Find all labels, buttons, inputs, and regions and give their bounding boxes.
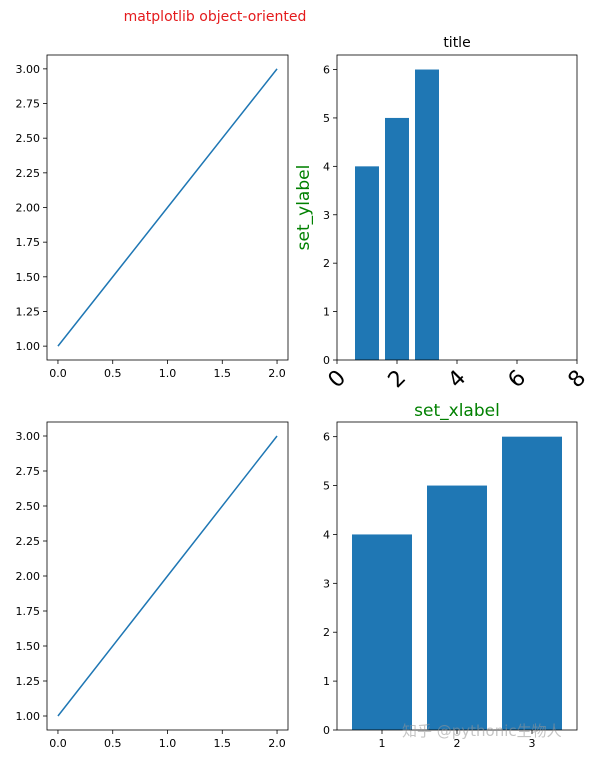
x-tick-label: 8 bbox=[564, 366, 592, 394]
x-tick-label: 0.5 bbox=[104, 367, 122, 380]
y-tick-label: 2.00 bbox=[16, 202, 41, 215]
y-axis-label: set_ylabel bbox=[294, 165, 314, 251]
y-tick-label: 4 bbox=[323, 528, 330, 541]
y-tick-label: 2.75 bbox=[16, 465, 41, 478]
x-tick-label: 0.0 bbox=[49, 737, 67, 750]
x-tick-label: 1.5 bbox=[214, 737, 232, 750]
x-tick-label: 1.5 bbox=[214, 367, 232, 380]
y-tick-label: 1.00 bbox=[16, 340, 41, 353]
line-series bbox=[57, 68, 278, 347]
x-tick-label: 4 bbox=[444, 366, 472, 394]
y-tick-label: 3.00 bbox=[16, 63, 41, 76]
y-tick-label: 4 bbox=[323, 160, 330, 173]
y-tick-label: 2 bbox=[323, 626, 330, 639]
x-tick-label: 2 bbox=[384, 366, 412, 394]
y-tick-label: 6 bbox=[323, 64, 330, 77]
x-tick-label: 2 bbox=[454, 737, 461, 750]
y-tick-label: 2 bbox=[323, 257, 330, 270]
x-tick-label: 1.0 bbox=[159, 367, 177, 380]
x-tick-label: 2.0 bbox=[268, 737, 286, 750]
y-tick-label: 0 bbox=[323, 354, 330, 367]
x-tick-label: 6 bbox=[504, 366, 532, 394]
y-tick-label: 3.00 bbox=[16, 430, 41, 443]
x-axis-label: set_xlabel bbox=[414, 401, 500, 421]
y-tick-label: 1 bbox=[323, 306, 330, 319]
y-tick-label: 1.75 bbox=[16, 605, 41, 618]
x-tick-label: 1.0 bbox=[159, 737, 177, 750]
y-tick-label: 2.25 bbox=[16, 167, 41, 180]
y-tick-label: 2.50 bbox=[16, 132, 41, 145]
x-tick-label: 0 bbox=[324, 366, 352, 394]
watermark: 知乎 @pythonic生物人 bbox=[402, 722, 562, 740]
y-tick-label: 3 bbox=[323, 577, 330, 590]
suptitle: matplotlib object-oriented bbox=[124, 9, 307, 25]
bar bbox=[427, 485, 487, 730]
line-series bbox=[57, 435, 278, 717]
y-tick-label: 2.75 bbox=[16, 98, 41, 111]
x-tick-label: 0.0 bbox=[49, 367, 67, 380]
bar bbox=[502, 436, 562, 730]
y-tick-label: 1.25 bbox=[16, 675, 41, 688]
x-tick-label: 3 bbox=[529, 737, 536, 750]
y-tick-label: 1.75 bbox=[16, 236, 41, 249]
x-tick-label: 0.5 bbox=[104, 737, 122, 750]
bar bbox=[355, 166, 379, 360]
y-tick-label: 1.50 bbox=[16, 271, 41, 284]
subplot-title: title bbox=[443, 35, 470, 51]
y-tick-label: 5 bbox=[323, 112, 330, 125]
y-tick-label: 3 bbox=[323, 209, 330, 222]
bar bbox=[352, 534, 412, 730]
y-tick-label: 1.25 bbox=[16, 305, 41, 318]
y-tick-label: 0 bbox=[323, 724, 330, 737]
y-tick-label: 2.50 bbox=[16, 500, 41, 513]
y-tick-label: 1.00 bbox=[16, 710, 41, 723]
bar bbox=[415, 69, 439, 361]
x-tick-label: 1 bbox=[379, 737, 386, 750]
y-tick-label: 6 bbox=[323, 431, 330, 444]
bar bbox=[385, 117, 409, 360]
x-tick-label: 2.0 bbox=[268, 367, 286, 380]
y-tick-label: 2.25 bbox=[16, 535, 41, 548]
y-tick-label: 5 bbox=[323, 480, 330, 493]
y-tick-label: 1.50 bbox=[16, 640, 41, 653]
y-tick-label: 1 bbox=[323, 675, 330, 688]
y-tick-label: 2.00 bbox=[16, 570, 41, 583]
